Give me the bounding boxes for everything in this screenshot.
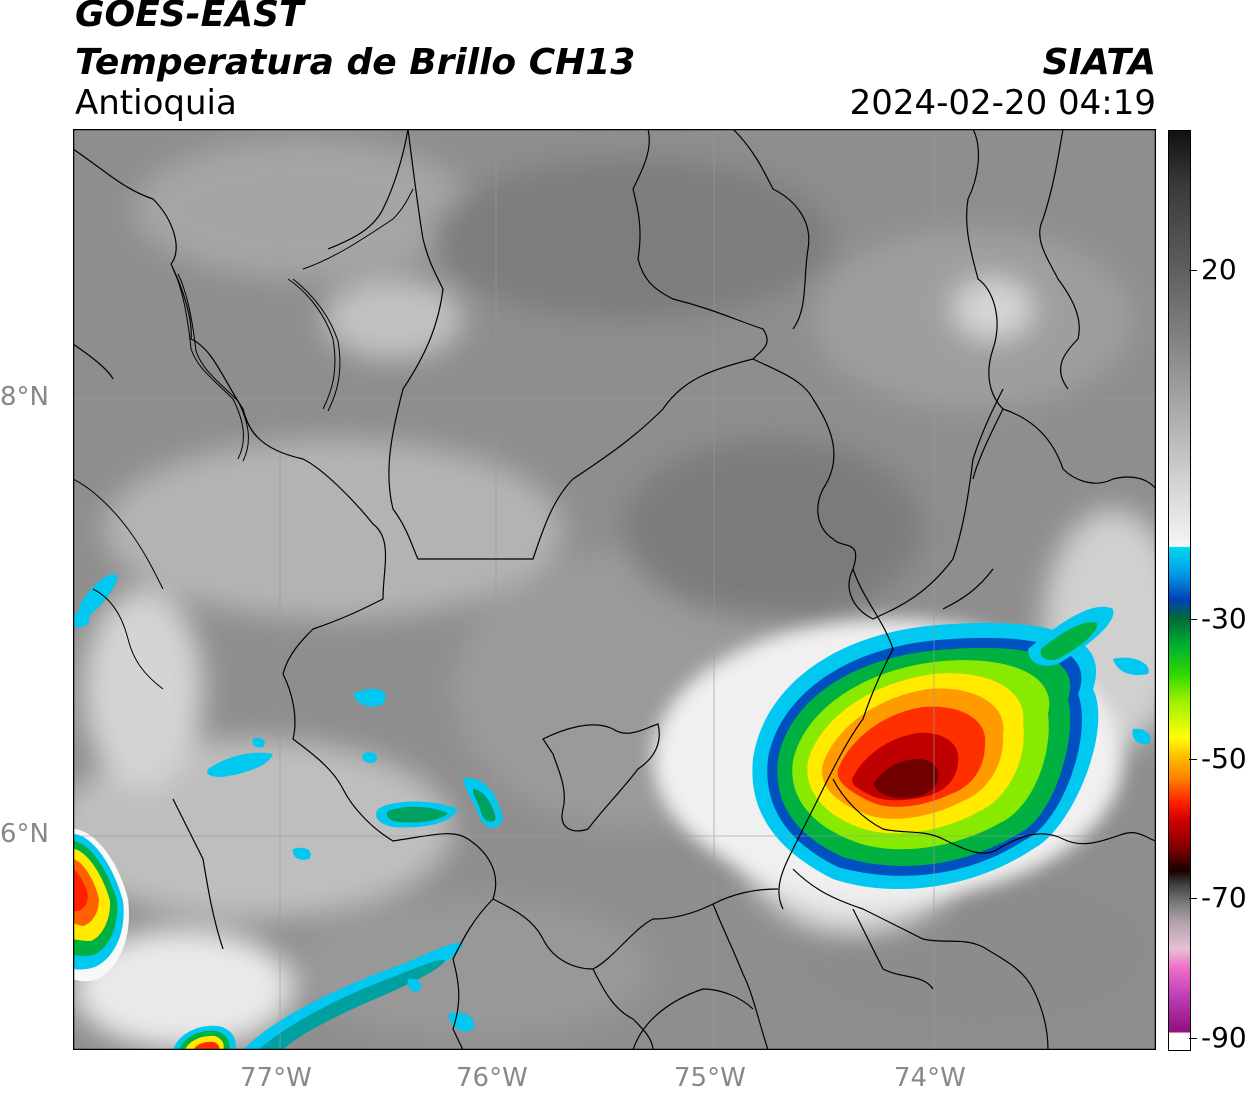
agency-label: SIATA	[1042, 42, 1156, 83]
coastline	[73, 188, 414, 690]
region-subtitle: Antioquia	[75, 83, 237, 123]
colorbar-label-minus50: -50	[1201, 742, 1247, 775]
colorbar-tick	[1189, 759, 1197, 760]
lon-tick-75w: 75°W	[674, 1063, 746, 1093]
colorbar-tick	[1189, 270, 1197, 271]
lon-tick-77w: 77°W	[240, 1063, 312, 1093]
product-title: Temperatura de Brillo CH13	[75, 42, 636, 83]
graticule	[73, 129, 1156, 1050]
map-frame	[73, 129, 1156, 1050]
lon-tick-74w: 74°W	[894, 1063, 966, 1093]
lat-tick-6n: 6°N	[0, 819, 49, 849]
colorbar-label-minus70: -70	[1201, 881, 1247, 914]
colorbar-tick	[1189, 1038, 1197, 1039]
colorbar	[1168, 130, 1191, 1051]
colorbar-tick	[1189, 619, 1197, 620]
admin-borders	[73, 129, 1156, 1050]
colorbar-tick	[1189, 898, 1197, 899]
satellite-map[interactable]	[73, 129, 1156, 1050]
datetime-label: 2024-02-20 04:19	[849, 83, 1156, 123]
colorbar-label-minus30: -30	[1201, 602, 1247, 635]
colorbar-label-20: 20	[1201, 253, 1237, 286]
storm-east	[653, 606, 1151, 899]
lat-tick-8n: 8°N	[0, 382, 49, 412]
colorbar-label-minus90: -90	[1201, 1021, 1247, 1054]
lon-tick-76w: 76°W	[456, 1063, 528, 1093]
satellite-title: GOES-EAST	[75, 0, 304, 35]
storm-west	[73, 574, 503, 1050]
